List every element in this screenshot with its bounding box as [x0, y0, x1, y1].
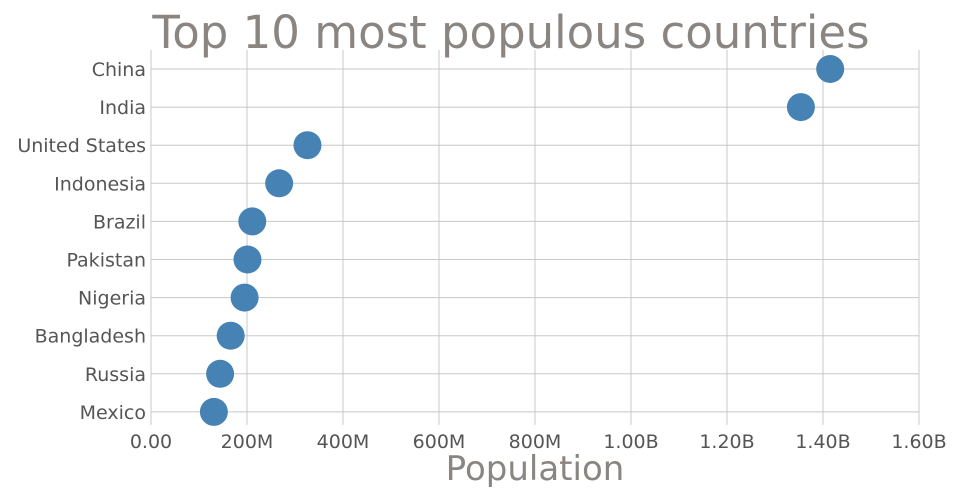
y-tick-label: Russia: [85, 364, 146, 386]
data-point: [216, 321, 245, 350]
y-tick-label: Pakistan: [66, 250, 146, 272]
x-axis-label: Population: [446, 449, 625, 489]
x-tick-label: 1.20B: [699, 431, 754, 453]
data-point: [230, 283, 259, 312]
y-tick-label: Nigeria: [78, 288, 146, 310]
x-tick-label: 1.40B: [795, 431, 850, 453]
data-point: [238, 207, 267, 236]
data-point: [816, 55, 845, 83]
x-tick-label: 0.00: [130, 431, 172, 453]
chart-title: Top 10 most populous countries: [151, 6, 869, 59]
data-point: [265, 169, 294, 198]
x-tick-label: 800M: [509, 431, 562, 453]
x-tick-labels: 0.00 200M 400M 600M 800M 1.00B 1.20B 1.40B 1.60B: [130, 431, 947, 453]
grid-lines: [150, 50, 920, 425]
y-tick-label: Indonesia: [54, 173, 146, 195]
x-tick-label: 400M: [317, 431, 370, 453]
y-tick-label: United States: [17, 135, 146, 157]
y-tick-label: China: [92, 59, 146, 81]
data-points: [199, 55, 845, 426]
data-point: [199, 397, 228, 426]
data-point: [206, 359, 235, 388]
x-tick-label: 600M: [413, 431, 466, 453]
y-tick-label: Bangladesh: [35, 326, 146, 348]
data-point: [786, 93, 815, 122]
y-tick-labels: China India United States Indonesia Brazil Pa…: [17, 59, 146, 424]
y-tick-label: India: [99, 97, 146, 119]
y-tick-label: Brazil: [93, 211, 146, 233]
y-tick-label: Mexico: [80, 402, 146, 424]
data-point: [293, 131, 322, 160]
x-tick-label: 200M: [221, 431, 274, 453]
x-tick-label: 1.60B: [891, 431, 946, 453]
data-point: [233, 245, 262, 274]
x-tick-label: 1.00B: [603, 431, 658, 453]
